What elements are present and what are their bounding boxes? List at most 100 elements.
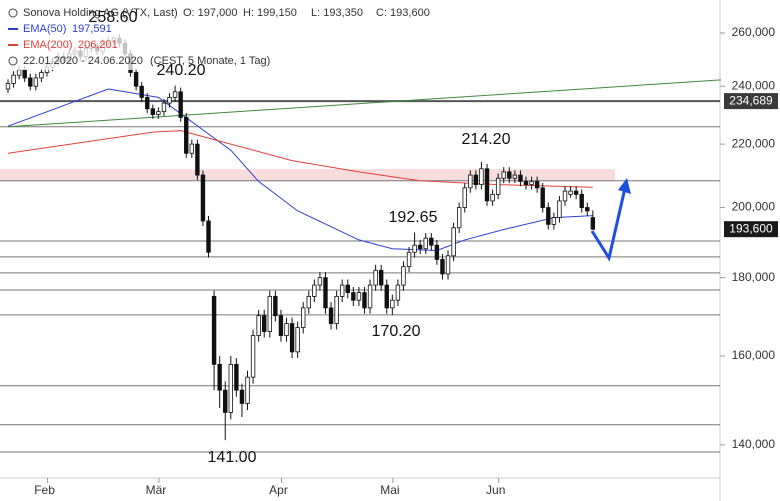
candle-body [523, 181, 529, 186]
candle-body [156, 111, 161, 115]
candle-body [295, 327, 300, 353]
candle-body [373, 269, 378, 286]
candle-body [28, 77, 33, 87]
candle-body [490, 193, 495, 202]
candle-body [167, 96, 172, 104]
y-tick-label: 180,000 [732, 270, 776, 284]
candle-body [551, 217, 557, 225]
candle-body [133, 72, 139, 87]
candle-body [434, 244, 440, 260]
candle-body [356, 292, 362, 301]
candle-body [306, 295, 311, 309]
candle-body [540, 187, 545, 208]
candle-body [479, 168, 484, 186]
candle-body [273, 295, 278, 317]
price-tag-label: 193,600 [729, 221, 773, 235]
candle-body [5, 83, 11, 90]
candle-body [429, 237, 434, 246]
candle-body [390, 299, 395, 309]
legend: Sonova Holding AG (VTX, Last) O: 197,000… [2, 4, 430, 70]
candle-body [451, 227, 456, 257]
candle-body [440, 259, 445, 275]
candle-body [590, 217, 596, 230]
legend-title: Sonova Holding AG (VTX, Last) [23, 7, 178, 19]
candle-body [395, 284, 401, 301]
candle-body [139, 85, 144, 98]
candle-body [412, 244, 417, 253]
plot [5, 34, 721, 441]
candle-body [250, 335, 256, 378]
candle-body [278, 315, 284, 336]
legend-close: C: 193,600 [376, 7, 430, 19]
y-tick-label: 140,000 [732, 437, 776, 451]
candle-body [301, 307, 306, 328]
candle-body [456, 207, 462, 229]
candle-body [462, 187, 467, 208]
icon [8, 8, 18, 18]
candle-body [161, 102, 167, 113]
levels [0, 100, 720, 453]
candle-body [262, 315, 267, 332]
candle-body [256, 315, 261, 336]
y-tick-label: 260,000 [732, 25, 776, 39]
arrow-head [618, 178, 631, 194]
annotation: 192.65 [389, 209, 438, 226]
x-tick-label: Jun [486, 483, 505, 497]
candle-body [351, 292, 356, 301]
candle-body [228, 363, 233, 413]
date-range: 22.01.2020 - 24.06.2020 [23, 55, 143, 67]
legend-value: 206,201 [78, 39, 118, 51]
candle-body [362, 292, 367, 309]
candle-body [245, 376, 250, 404]
candle-body [534, 181, 540, 189]
candle-body [172, 91, 178, 98]
candle-body [206, 220, 211, 253]
candle-body [512, 174, 518, 179]
annotation: 170.20 [372, 323, 421, 340]
candle-body [501, 171, 506, 179]
candle-body [585, 207, 590, 212]
candle-body [195, 143, 200, 176]
candle-body [401, 266, 406, 286]
candle-body [495, 177, 501, 195]
candle-body [568, 190, 573, 195]
legend-open: O: 197,000 [183, 7, 237, 19]
ema-line [7, 88, 593, 251]
candle-body [312, 284, 317, 297]
candle-body [33, 77, 39, 87]
candle-body [189, 143, 195, 154]
candle-body [579, 193, 584, 208]
candle-body [423, 237, 428, 250]
candle-body [367, 284, 373, 309]
candle-body [211, 295, 217, 365]
candle-body [445, 255, 451, 275]
candle-body [529, 181, 534, 186]
candle-body [323, 277, 328, 309]
candle-body [16, 69, 22, 76]
candle-body [473, 174, 479, 186]
candle-body [384, 284, 389, 309]
candle-body [284, 323, 289, 336]
candle-body [289, 323, 295, 353]
candle-body [507, 171, 512, 179]
legend-high: H: 199,150 [243, 7, 297, 19]
forecast-arrow [590, 187, 627, 262]
candle-body [184, 117, 189, 154]
candle-body [518, 174, 523, 182]
annotation: 258.60 [89, 9, 138, 26]
trendline [7, 79, 721, 128]
candle-body [557, 200, 562, 218]
candle-body [267, 295, 272, 332]
y-tick-label: 220,000 [732, 136, 776, 150]
candle-body [145, 96, 150, 110]
candle-body [150, 108, 156, 115]
candle-body [223, 389, 228, 413]
candle-body [546, 207, 551, 225]
y-tick-label: 160,000 [732, 348, 776, 362]
candle-body [200, 174, 206, 222]
legend-value: 197,591 [72, 23, 112, 35]
annotation: 214.20 [462, 131, 511, 148]
resistance-zone [0, 169, 615, 181]
x-tick-label: Feb [34, 483, 55, 497]
